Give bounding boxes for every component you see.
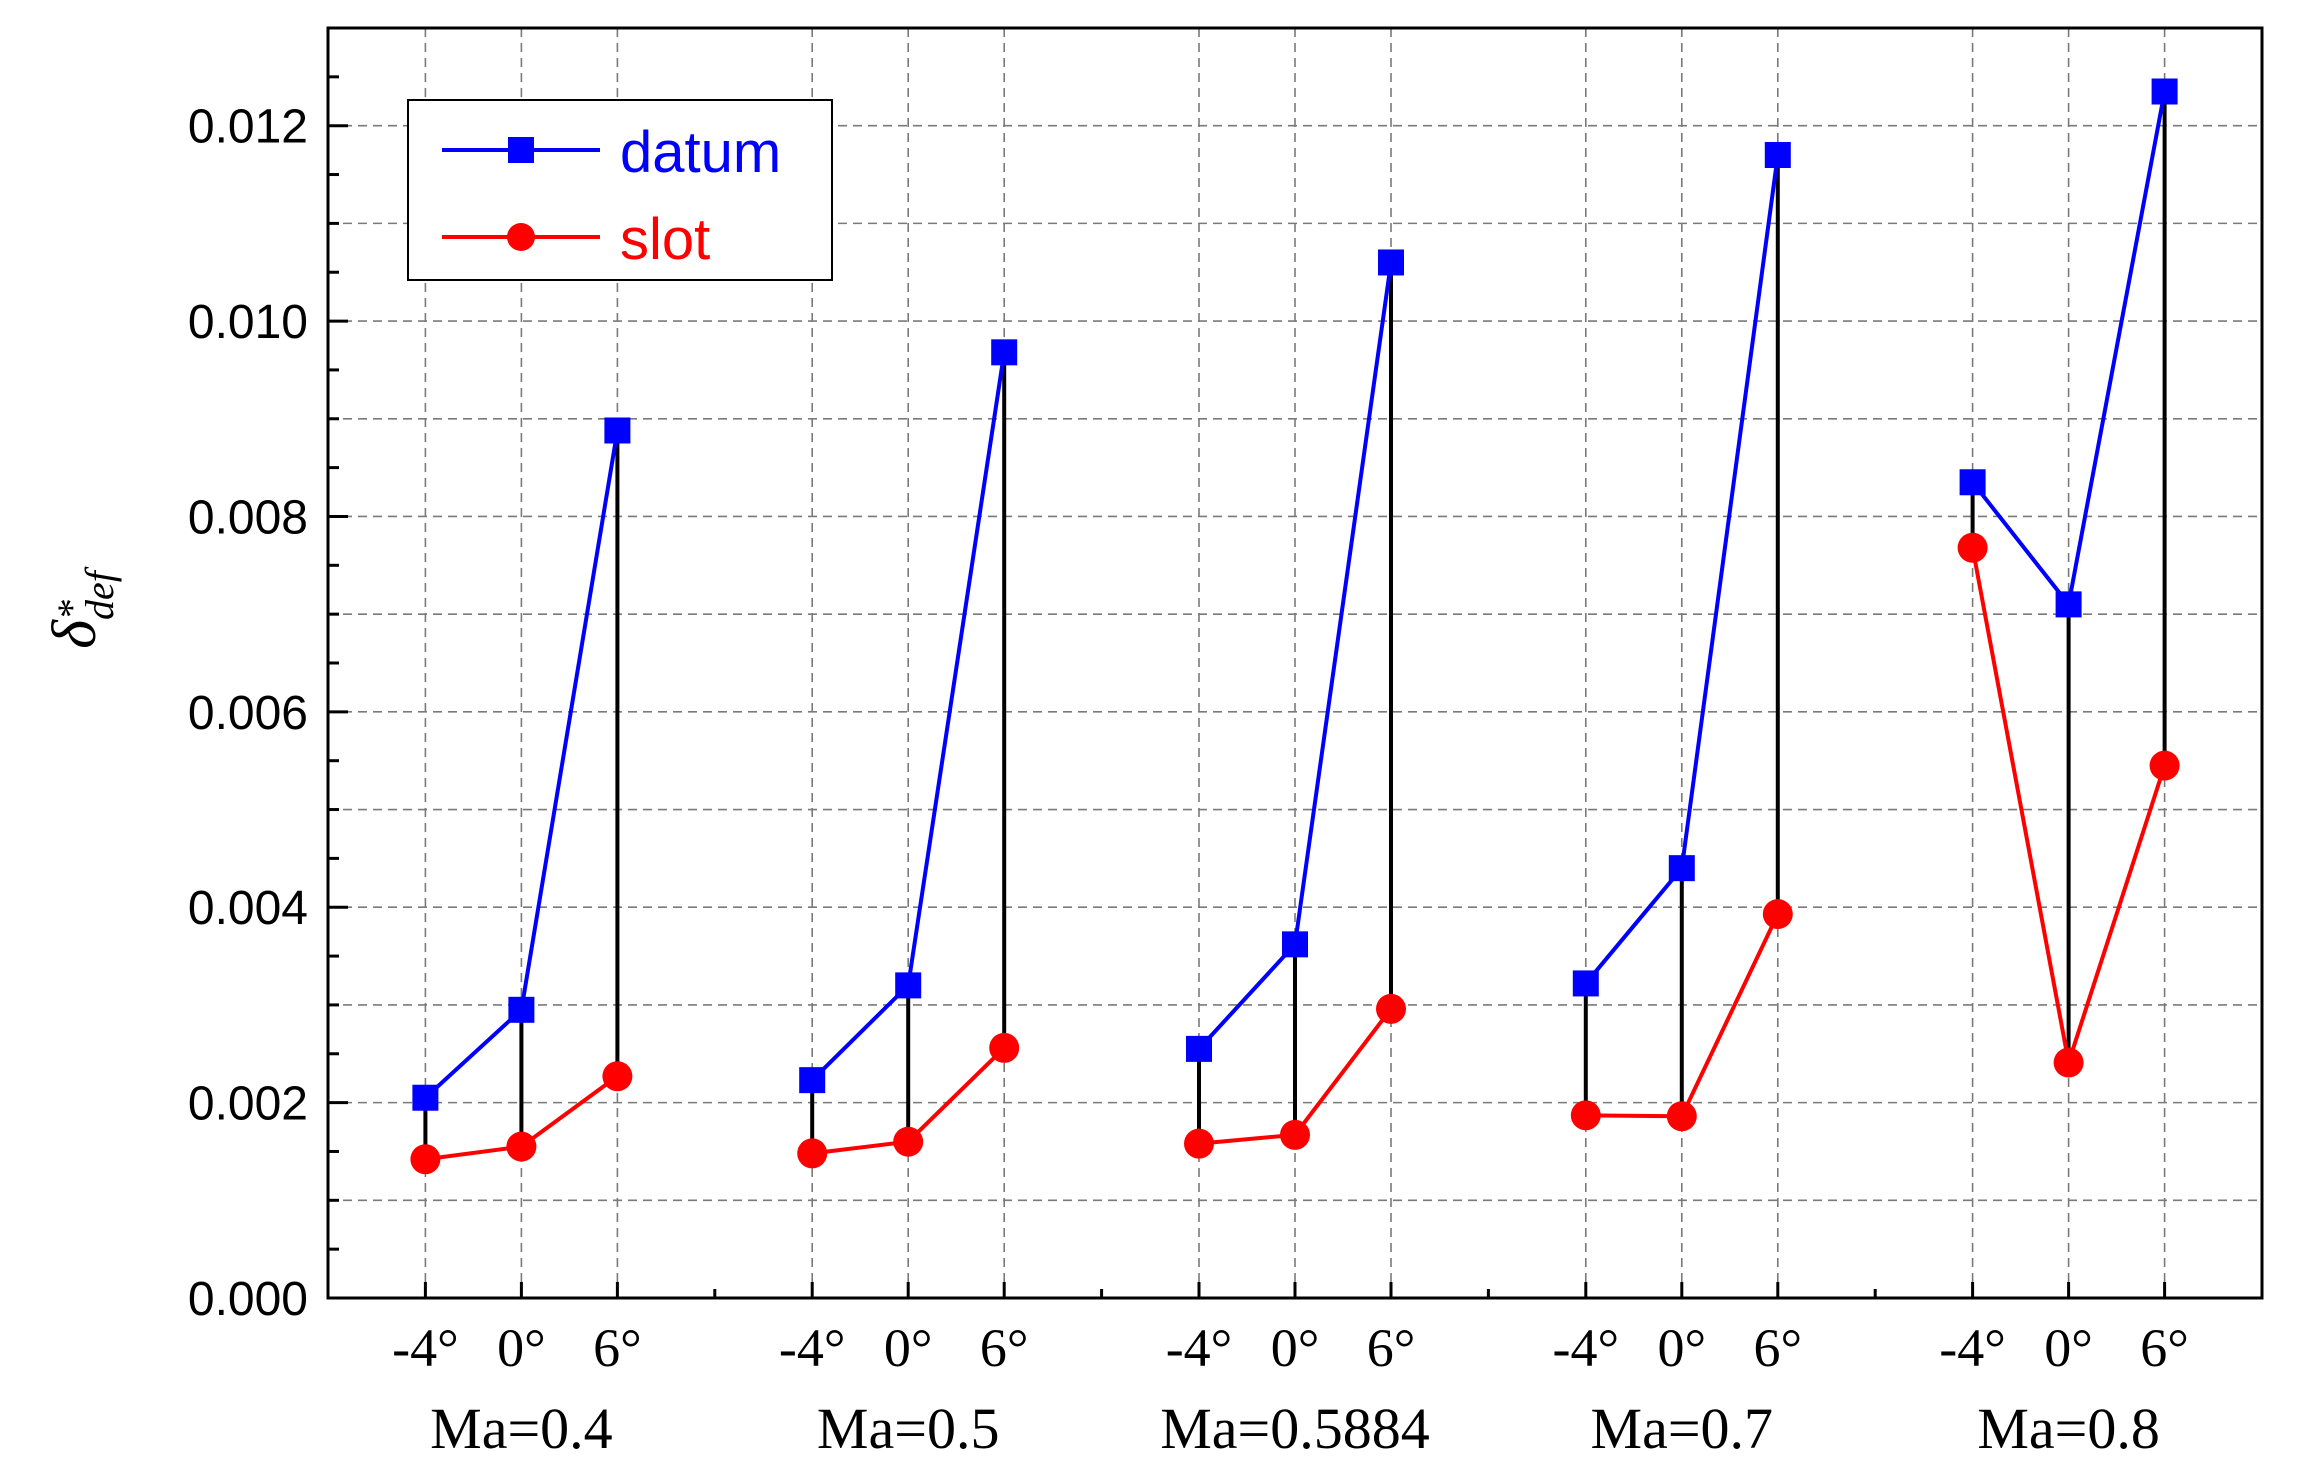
group-label: Ma=0.7 (1591, 1396, 1774, 1461)
group-label: Ma=0.4 (430, 1396, 613, 1461)
y-tick-label: 0.006 (188, 687, 308, 740)
marker-datum (2055, 591, 2082, 618)
x-tick-label: 6° (593, 1318, 642, 1378)
ylabel-symbol: δ (41, 619, 109, 649)
marker-slot (1376, 993, 1406, 1024)
marker-slot (410, 1144, 441, 1175)
x-tick-label: -4° (779, 1318, 846, 1378)
marker-datum (1959, 469, 1986, 496)
y-tick-labels: 0.000 0.002 0.004 0.006 0.008 0.010 0.012 (188, 101, 308, 1326)
legend-box (407, 99, 833, 281)
y-tick-label: 0.002 (188, 1078, 308, 1131)
marker-slot (1666, 1101, 1697, 1132)
x-tick-label: 0° (497, 1318, 546, 1378)
marker-datum (604, 417, 631, 444)
svg-text:δdef: δdef (41, 566, 122, 649)
marker-slot (1280, 1119, 1310, 1150)
marker-slot (506, 1131, 537, 1162)
marker-slot (893, 1126, 924, 1157)
marker-datum (895, 972, 922, 999)
x-tick-label: 0° (1657, 1318, 1706, 1378)
y-tick-label: 0.010 (188, 296, 308, 349)
marker-datum (2151, 78, 2178, 105)
marker-slot (989, 1032, 1020, 1063)
x-tick-label: 6° (1753, 1318, 1802, 1378)
ylabel-superscript: * (49, 600, 94, 620)
x-tick-labels: -4° 0° 6° -4° 0° 6° -4° 0° 6° -4° 0° 6° -4° 0° 6° (392, 1318, 2189, 1378)
marker-datum (1282, 931, 1308, 958)
group-label: Ma=0.5 (817, 1396, 1000, 1461)
y-tick-label: 0.008 (188, 491, 308, 544)
x-tick-label: -4° (1166, 1318, 1233, 1378)
x-tick-label: -4° (1939, 1318, 2006, 1378)
x-tick-label: 0° (2044, 1318, 2093, 1378)
marker-datum (799, 1067, 826, 1094)
marker-datum (508, 996, 535, 1023)
marker-datum (1764, 142, 1791, 168)
series-line-datum (810, 352, 1007, 1082)
marker-datum (1668, 855, 1695, 882)
connectors (423, 91, 2167, 1160)
marker-datum (412, 1084, 439, 1111)
x-tick-label: 6° (2140, 1318, 2189, 1378)
x-tick-label: -4° (392, 1318, 459, 1378)
ylabel-subscript: def (77, 566, 122, 620)
legend: datum slot (407, 99, 833, 281)
marker-slot (2149, 750, 2180, 781)
legend-entry-slot: slot (442, 207, 710, 272)
y-tick-label: 0.000 (188, 1273, 308, 1326)
marker-slot (2053, 1047, 2084, 1078)
marker-datum (1186, 1035, 1212, 1062)
markers (410, 78, 2180, 1175)
axis-ticks (328, 26, 2167, 1300)
legend-entry-datum: datum (442, 120, 781, 185)
marker-slot (1184, 1128, 1214, 1159)
x-tick-label: 6° (1367, 1318, 1416, 1378)
marker-slot (1762, 899, 1793, 930)
x-tick-label: 6° (980, 1318, 1029, 1378)
legend-marker-slot (507, 223, 535, 251)
group-labels: Ma=0.4 Ma=0.5 Ma=0.5884 Ma=0.7 Ma=0.8 (430, 1396, 2160, 1461)
legend-label-slot: slot (620, 207, 710, 272)
marker-datum (991, 339, 1018, 366)
marker-slot (1570, 1100, 1601, 1131)
marker-slot (797, 1138, 828, 1169)
marker-slot (602, 1061, 633, 1092)
x-tick-label: 0° (1271, 1318, 1320, 1378)
marker-slot (1957, 532, 1988, 563)
group-label: Ma=0.8 (1977, 1396, 2160, 1461)
group-label: Ma=0.5884 (1160, 1396, 1430, 1461)
marker-datum (1572, 970, 1599, 997)
x-tick-label: 0° (884, 1318, 933, 1378)
legend-marker-datum (508, 137, 534, 163)
legend-label-datum: datum (620, 120, 781, 185)
y-tick-label: 0.012 (188, 101, 308, 154)
y-tick-label: 0.004 (188, 882, 308, 935)
y-axis-label: δdef * (41, 566, 122, 649)
marker-datum (1378, 249, 1404, 276)
x-tick-label: -4° (1553, 1318, 1620, 1378)
